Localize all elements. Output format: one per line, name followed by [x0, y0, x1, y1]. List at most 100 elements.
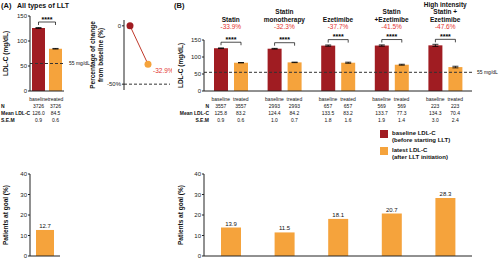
svg-text:133.5: 133.5	[322, 110, 335, 116]
svg-text:Statin: Statin	[275, 8, 293, 15]
svg-text:All types of LLT: All types of LLT	[17, 2, 70, 10]
svg-text:20.7: 20.7	[386, 207, 398, 213]
svg-text:223: 223	[431, 103, 440, 109]
svg-text:50: 50	[20, 63, 27, 69]
svg-text:223: 223	[451, 103, 460, 109]
svg-text:10: 10	[194, 233, 201, 239]
svg-text:50: 50	[194, 71, 201, 77]
svg-text:treated: treated	[394, 96, 410, 102]
svg-text:baseline: baseline	[319, 96, 338, 102]
svg-text:1.0: 1.0	[271, 117, 278, 123]
svg-text:-50%: -50%	[107, 81, 122, 87]
svg-text:20: 20	[194, 212, 201, 218]
svg-text:55 mg/dL: 55 mg/dL	[69, 60, 90, 66]
svg-text:569: 569	[397, 103, 406, 109]
svg-text:baseline: baseline	[29, 96, 48, 102]
svg-text:124.4: 124.4	[268, 110, 281, 116]
svg-text:126.0: 126.0	[32, 110, 45, 116]
svg-text:Patients at goal (%): Patients at goal (%)	[8, 185, 10, 245]
svg-text:657: 657	[324, 103, 333, 109]
svg-text:3557: 3557	[215, 103, 226, 109]
svg-text:Ezetimibe: Ezetimibe	[430, 16, 461, 23]
svg-text:40: 40	[20, 171, 27, 177]
svg-text:S.E.M: S.E.M	[195, 117, 209, 123]
svg-text:****: ****	[226, 36, 237, 43]
svg-text:77.3: 77.3	[397, 110, 407, 116]
svg-text:2.4: 2.4	[452, 117, 459, 123]
svg-text:0.9: 0.9	[35, 117, 42, 123]
svg-text:(before starting LLT): (before starting LLT)	[392, 137, 450, 143]
svg-text:83.2: 83.2	[343, 110, 353, 116]
svg-text:28.3: 28.3	[440, 191, 452, 197]
svg-text:Mean LDL-C: Mean LDL-C	[8, 110, 31, 116]
svg-text:40: 40	[194, 171, 201, 177]
svg-text:Statin: Statin	[222, 16, 240, 23]
svg-text:0.6: 0.6	[52, 117, 59, 123]
svg-text:baseline: baseline	[265, 96, 284, 102]
svg-text:****: ****	[333, 33, 344, 40]
svg-text:1.8: 1.8	[325, 117, 332, 123]
svg-text:(after LLT initiation): (after LLT initiation)	[392, 154, 448, 160]
svg-text:baseline: baseline	[426, 96, 445, 102]
svg-text:-41.5%: -41.5%	[381, 23, 402, 30]
svg-text:30: 30	[194, 192, 201, 198]
svg-text:55 mg/dL: 55 mg/dL	[477, 69, 492, 75]
svg-text:30: 30	[20, 192, 27, 198]
svg-text:100: 100	[191, 54, 202, 60]
svg-text:0: 0	[24, 88, 28, 94]
svg-text:Percentage of change: Percentage of change	[89, 21, 97, 89]
svg-text:-32.3%: -32.3%	[274, 23, 295, 30]
svg-text:from baseline (%): from baseline (%)	[97, 28, 105, 82]
svg-text:treated: treated	[287, 96, 303, 102]
svg-text:150: 150	[17, 13, 28, 19]
svg-text:84.2: 84.2	[290, 110, 300, 116]
svg-text:1.4: 1.4	[398, 117, 405, 123]
svg-text:0: 0	[118, 23, 122, 29]
svg-text:3557: 3557	[235, 103, 246, 109]
svg-text:3726: 3726	[50, 103, 61, 109]
svg-text:83.2: 83.2	[236, 110, 246, 116]
svg-text:Ezetimibe: Ezetimibe	[323, 16, 354, 23]
svg-text:0.9: 0.9	[217, 117, 224, 123]
svg-text:****: ****	[42, 16, 53, 23]
svg-text:LDL-C (mg/dL): LDL-C (mg/dL)	[8, 31, 10, 76]
svg-text:0: 0	[198, 88, 202, 94]
svg-text:18.1: 18.1	[332, 212, 344, 218]
svg-text:70.4: 70.4	[450, 110, 460, 116]
svg-text:3726: 3726	[33, 103, 44, 109]
svg-text:treated: treated	[48, 96, 64, 102]
svg-text:-32.9%: -32.9%	[153, 67, 172, 74]
svg-text:100: 100	[17, 38, 28, 44]
svg-text:13.9: 13.9	[225, 221, 237, 227]
svg-text:84.5: 84.5	[51, 110, 61, 116]
svg-text:-37.7%: -37.7%	[328, 23, 349, 30]
svg-text:2993: 2993	[289, 103, 300, 109]
svg-text:N: N	[205, 103, 209, 109]
svg-text:0: 0	[24, 253, 28, 259]
svg-text:10: 10	[20, 233, 27, 239]
svg-text:baseline: baseline	[372, 96, 391, 102]
svg-text:****: ****	[440, 33, 451, 40]
svg-text:125.8: 125.8	[215, 110, 228, 116]
svg-text:treated: treated	[447, 96, 463, 102]
svg-text:+Ezetimibe: +Ezetimibe	[375, 16, 410, 23]
svg-text:Statin: Statin	[383, 8, 401, 15]
svg-text:Mean LDL-C: Mean LDL-C	[180, 110, 210, 116]
svg-text:0.6: 0.6	[237, 117, 244, 123]
svg-text:latest LDL-C: latest LDL-C	[392, 147, 428, 153]
svg-text:0: 0	[198, 253, 202, 259]
svg-text:treated: treated	[233, 96, 249, 102]
svg-text:treated: treated	[340, 96, 356, 102]
svg-text:12.7: 12.7	[39, 223, 51, 229]
svg-text:20: 20	[20, 212, 27, 218]
svg-text:0.7: 0.7	[291, 117, 298, 123]
svg-text:11.5: 11.5	[279, 225, 291, 231]
svg-text:(A): (A)	[8, 1, 12, 10]
svg-text:-33.9%: -33.9%	[220, 23, 241, 30]
svg-text:Patients at goal (%): Patients at goal (%)	[177, 185, 185, 245]
svg-text:1.6: 1.6	[345, 117, 352, 123]
svg-text:1.9: 1.9	[378, 117, 385, 123]
svg-text:3.0: 3.0	[432, 117, 439, 123]
svg-text:****: ****	[386, 33, 397, 40]
svg-text:134.3: 134.3	[429, 110, 442, 116]
